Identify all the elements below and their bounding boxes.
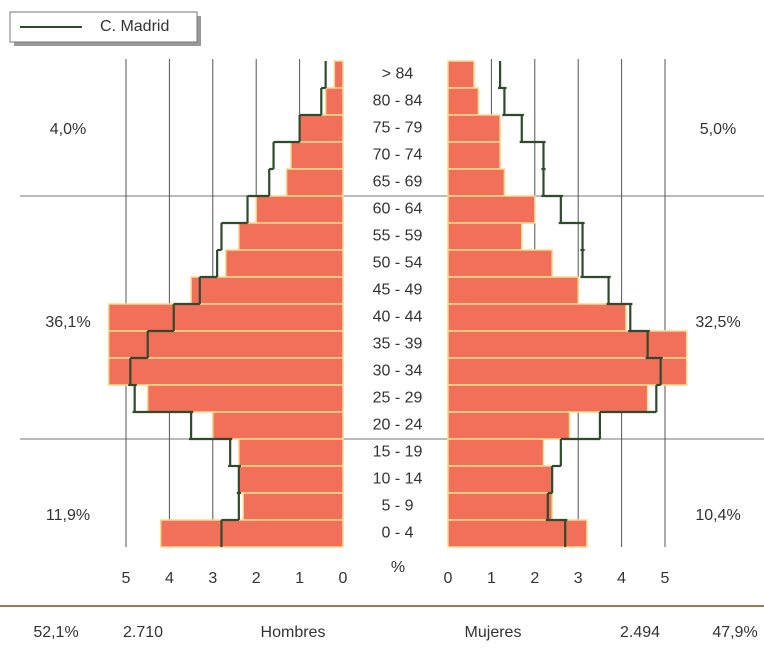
annotation: 11,9% [46, 507, 90, 524]
bar [447, 87, 480, 116]
bar [212, 411, 344, 440]
x-tick-label: 2 [530, 570, 539, 587]
x-tick-label: 5 [122, 570, 131, 587]
footer-text: 2.710 [123, 624, 163, 641]
x-tick-label: 0 [339, 570, 348, 587]
bar [146, 384, 344, 413]
x-tick-label: 1 [295, 570, 304, 587]
bar [447, 195, 536, 224]
legend-label: C. Madrid [100, 18, 169, 35]
category-label: 40 - 44 [373, 309, 423, 326]
bar [447, 60, 475, 89]
x-tick-label: 3 [574, 570, 583, 587]
bar [447, 303, 627, 332]
footer-text: 47,9% [712, 624, 757, 641]
bar [447, 384, 649, 413]
category-label: 35 - 39 [373, 336, 423, 353]
category-label: 75 - 79 [373, 120, 423, 137]
bar [447, 438, 545, 467]
bar [107, 330, 344, 359]
category-label: 80 - 84 [373, 93, 423, 110]
footer-text: Mujeres [465, 624, 522, 641]
annotation: 4,0% [50, 121, 86, 138]
category-label: 60 - 64 [373, 201, 423, 218]
x-tick-label: 0 [444, 570, 453, 587]
category-label: 45 - 49 [373, 282, 423, 299]
bar [225, 249, 344, 278]
x-tick-label: 1 [487, 570, 496, 587]
bar [290, 141, 344, 170]
x-axis-label: % [391, 559, 405, 576]
bar [238, 465, 344, 494]
bar [159, 519, 344, 548]
bar [285, 168, 344, 197]
bar [447, 519, 588, 548]
bar [107, 357, 344, 386]
category-label: > 84 [382, 66, 414, 83]
annotation: 36,1% [45, 314, 90, 331]
bar [238, 438, 344, 467]
category-label: 5 - 9 [381, 498, 413, 515]
bar [447, 411, 571, 440]
x-tick-label: 4 [165, 570, 174, 587]
category-label: 70 - 74 [373, 147, 423, 164]
bar [447, 465, 553, 494]
bar [238, 222, 344, 251]
bar [447, 168, 506, 197]
category-label: 15 - 19 [373, 444, 423, 461]
category-label: 30 - 34 [373, 363, 423, 380]
category-label: 50 - 54 [373, 255, 423, 272]
x-tick-label: 2 [252, 570, 261, 587]
bar [298, 114, 344, 143]
x-tick-label: 3 [208, 570, 217, 587]
category-label: 20 - 24 [373, 417, 423, 434]
bar [447, 492, 553, 521]
footer-text: 2.494 [620, 624, 660, 641]
category-label: 65 - 69 [373, 174, 423, 191]
annotation: 10,4% [695, 507, 740, 524]
bar [447, 249, 553, 278]
category-label: 10 - 14 [373, 471, 423, 488]
bar [447, 141, 501, 170]
bar [242, 492, 344, 521]
bar [255, 195, 344, 224]
annotation: 5,0% [700, 121, 736, 138]
bar [447, 330, 688, 359]
bar [447, 357, 688, 386]
bar [324, 87, 344, 116]
category-label: 25 - 29 [373, 390, 423, 407]
footer-text: Hombres [261, 624, 326, 641]
bar [447, 114, 501, 143]
annotation: 32,5% [695, 314, 740, 331]
bar [107, 303, 344, 332]
bar [447, 276, 579, 305]
category-label: 55 - 59 [373, 228, 423, 245]
x-tick-label: 5 [661, 570, 670, 587]
footer-text: 52,1% [33, 624, 78, 641]
bar [447, 222, 523, 251]
bar [333, 60, 344, 89]
bar [190, 276, 344, 305]
category-label: 0 - 4 [381, 525, 413, 542]
x-tick-label: 4 [617, 570, 626, 587]
